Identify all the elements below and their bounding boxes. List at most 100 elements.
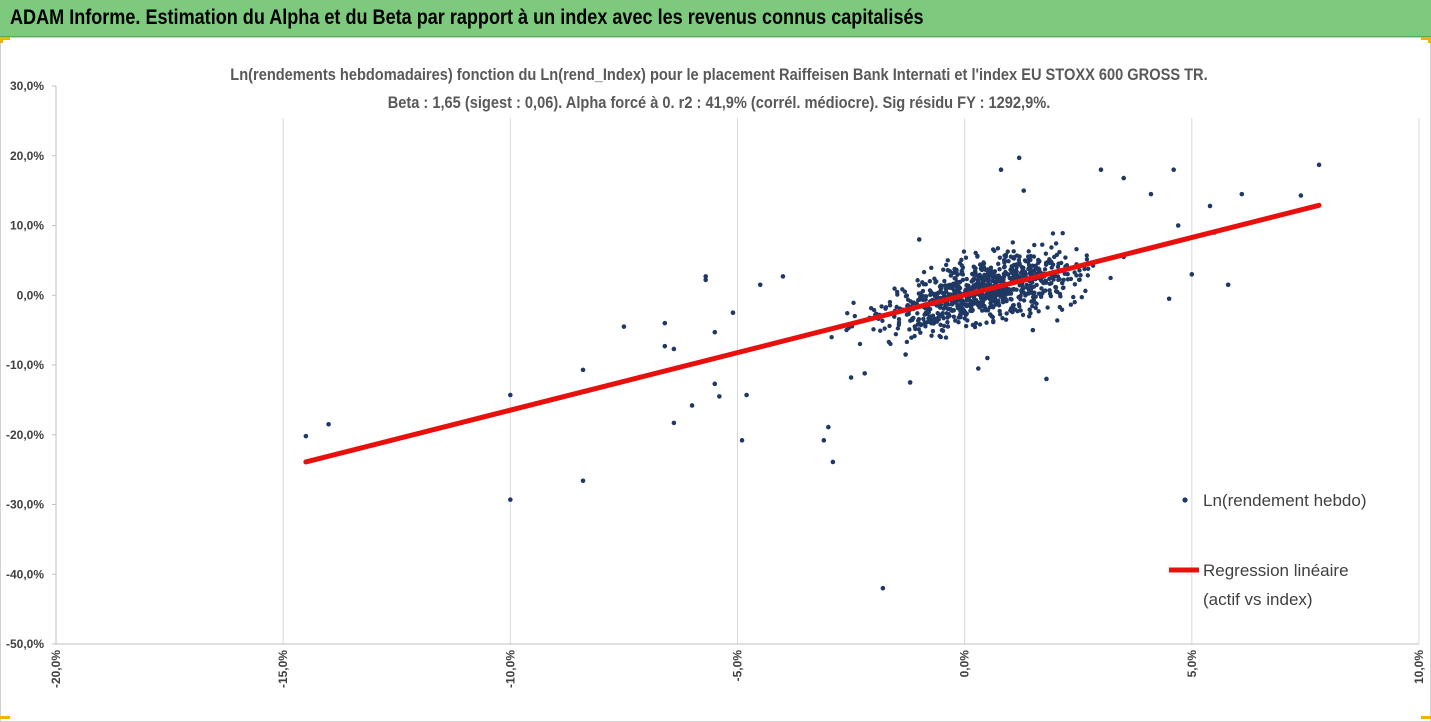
scatter-point [925,307,931,312]
scatter-point [1031,297,1036,302]
scatter-point-outlier-41 [1148,191,1154,197]
scatter-point [1033,305,1038,311]
scatter-point [996,261,1001,267]
scatter-point [923,324,928,329]
scatter-point [1053,241,1059,246]
scatter-point [917,321,923,327]
scatter-point [975,253,980,259]
regression-line [303,202,1322,465]
x-tick-label-0: -20,0% [49,650,63,688]
scatter-point [912,333,917,339]
scatter-point [1001,271,1007,277]
scatter-point [1027,285,1033,290]
scatter-point [1036,266,1041,271]
scatter-point-outlier-6 [621,324,627,329]
scatter-point [1042,267,1048,272]
scatter-point [987,296,993,302]
scatter-point [956,315,961,320]
scatter-point [991,294,996,299]
scatter-point-outlier-38 [1098,167,1104,172]
scatter-point [1051,277,1056,282]
scatter-point [1008,254,1014,259]
scatter-point-outlier-1 [326,421,331,427]
scatter-point [887,303,893,308]
y-tick-label-4: -10,0% [6,358,44,372]
scatter-point [1058,294,1063,299]
scatter-point-outlier-37 [1044,376,1049,382]
scatter-point-outlier-34 [1016,155,1022,161]
scatter-point [903,294,909,299]
scatter-point [940,311,945,316]
scatter-point [951,307,956,313]
scatter-point [990,278,995,284]
legend-scatter-marker [1182,497,1188,503]
scatter-point [953,291,958,296]
scatter-point-outlier-46 [1207,203,1213,209]
scatter-point [1016,302,1022,307]
scatter-point [1050,262,1056,267]
scatter-point [894,304,899,310]
scatter-point [1057,249,1062,255]
scatter-point [972,324,978,330]
scatter-point [954,270,959,275]
scatter-point [997,255,1003,260]
scatter-point [990,275,995,280]
scatter-point-outlier-15 [712,381,718,387]
scatter-point [920,288,926,294]
x-tick-label-1: -15,0% [276,650,290,688]
scatter-point [896,316,902,322]
scatter-point [1083,288,1088,294]
scatter-point [971,276,977,282]
scatter-point [1054,252,1060,258]
scatter-point [1014,253,1020,258]
scatter-point [880,318,885,323]
scatter-point [1010,240,1016,245]
scatter-point [1050,231,1056,236]
corner-accent-top-left [0,37,10,40]
scatter-point-outlier-24 [830,459,836,465]
scatter-point [947,269,953,274]
scatter-point [981,264,987,270]
chart-frame[interactable]: Ln(rendements hebdomadaires) fonction du… [0,37,1431,722]
scatter-point [977,262,983,267]
scatter-point [1055,264,1061,269]
scatter-point [1019,282,1025,288]
scatter-point [916,283,922,288]
scatter-point [1049,245,1054,250]
scatter-point [930,328,936,334]
scatter-point [1036,257,1041,263]
scatter-point [976,279,981,285]
scatter-point [975,273,981,279]
report-banner: ADAM Informe. Estimation du Alpha et du … [0,0,1431,37]
scatter-point [895,292,900,297]
scatter-point-outlier-7 [662,320,668,326]
scatter-point [969,308,975,314]
scatter-point [960,265,966,270]
scatter-point [1022,258,1028,263]
scatter-point [943,335,949,340]
scatter-point-outlier-20 [757,282,763,288]
scatter-chart[interactable]: Ln(rendements hebdomadaires) fonction du… [1,38,1430,721]
scatter-point [941,267,946,272]
scatter-point [960,277,966,283]
scatter-point [1021,298,1027,303]
scatter-point-outlier-0 [303,433,309,439]
scatter-point [871,327,876,332]
scatter-point [995,279,1000,284]
scatter-point [1085,273,1091,278]
scatter-point [895,326,901,331]
scatter-point [1043,260,1049,266]
regression-series [303,202,1322,465]
scatter-point [964,283,970,288]
scatter-point [1023,293,1028,298]
scatter-point [928,292,933,298]
scatter-point [878,328,883,333]
scatter-point-outlier-25 [848,375,854,380]
scatter-point [1006,258,1011,264]
tick-labels: 30,0% 20,0% 10,0% 0,0% -10,0% -20,0% -30,0% -40… [6,79,1426,688]
scatter-point [946,302,951,307]
scatter-point [983,306,988,311]
scatter-point [1043,251,1049,256]
scatter-point [1003,317,1009,322]
scatter-point [1077,277,1082,282]
